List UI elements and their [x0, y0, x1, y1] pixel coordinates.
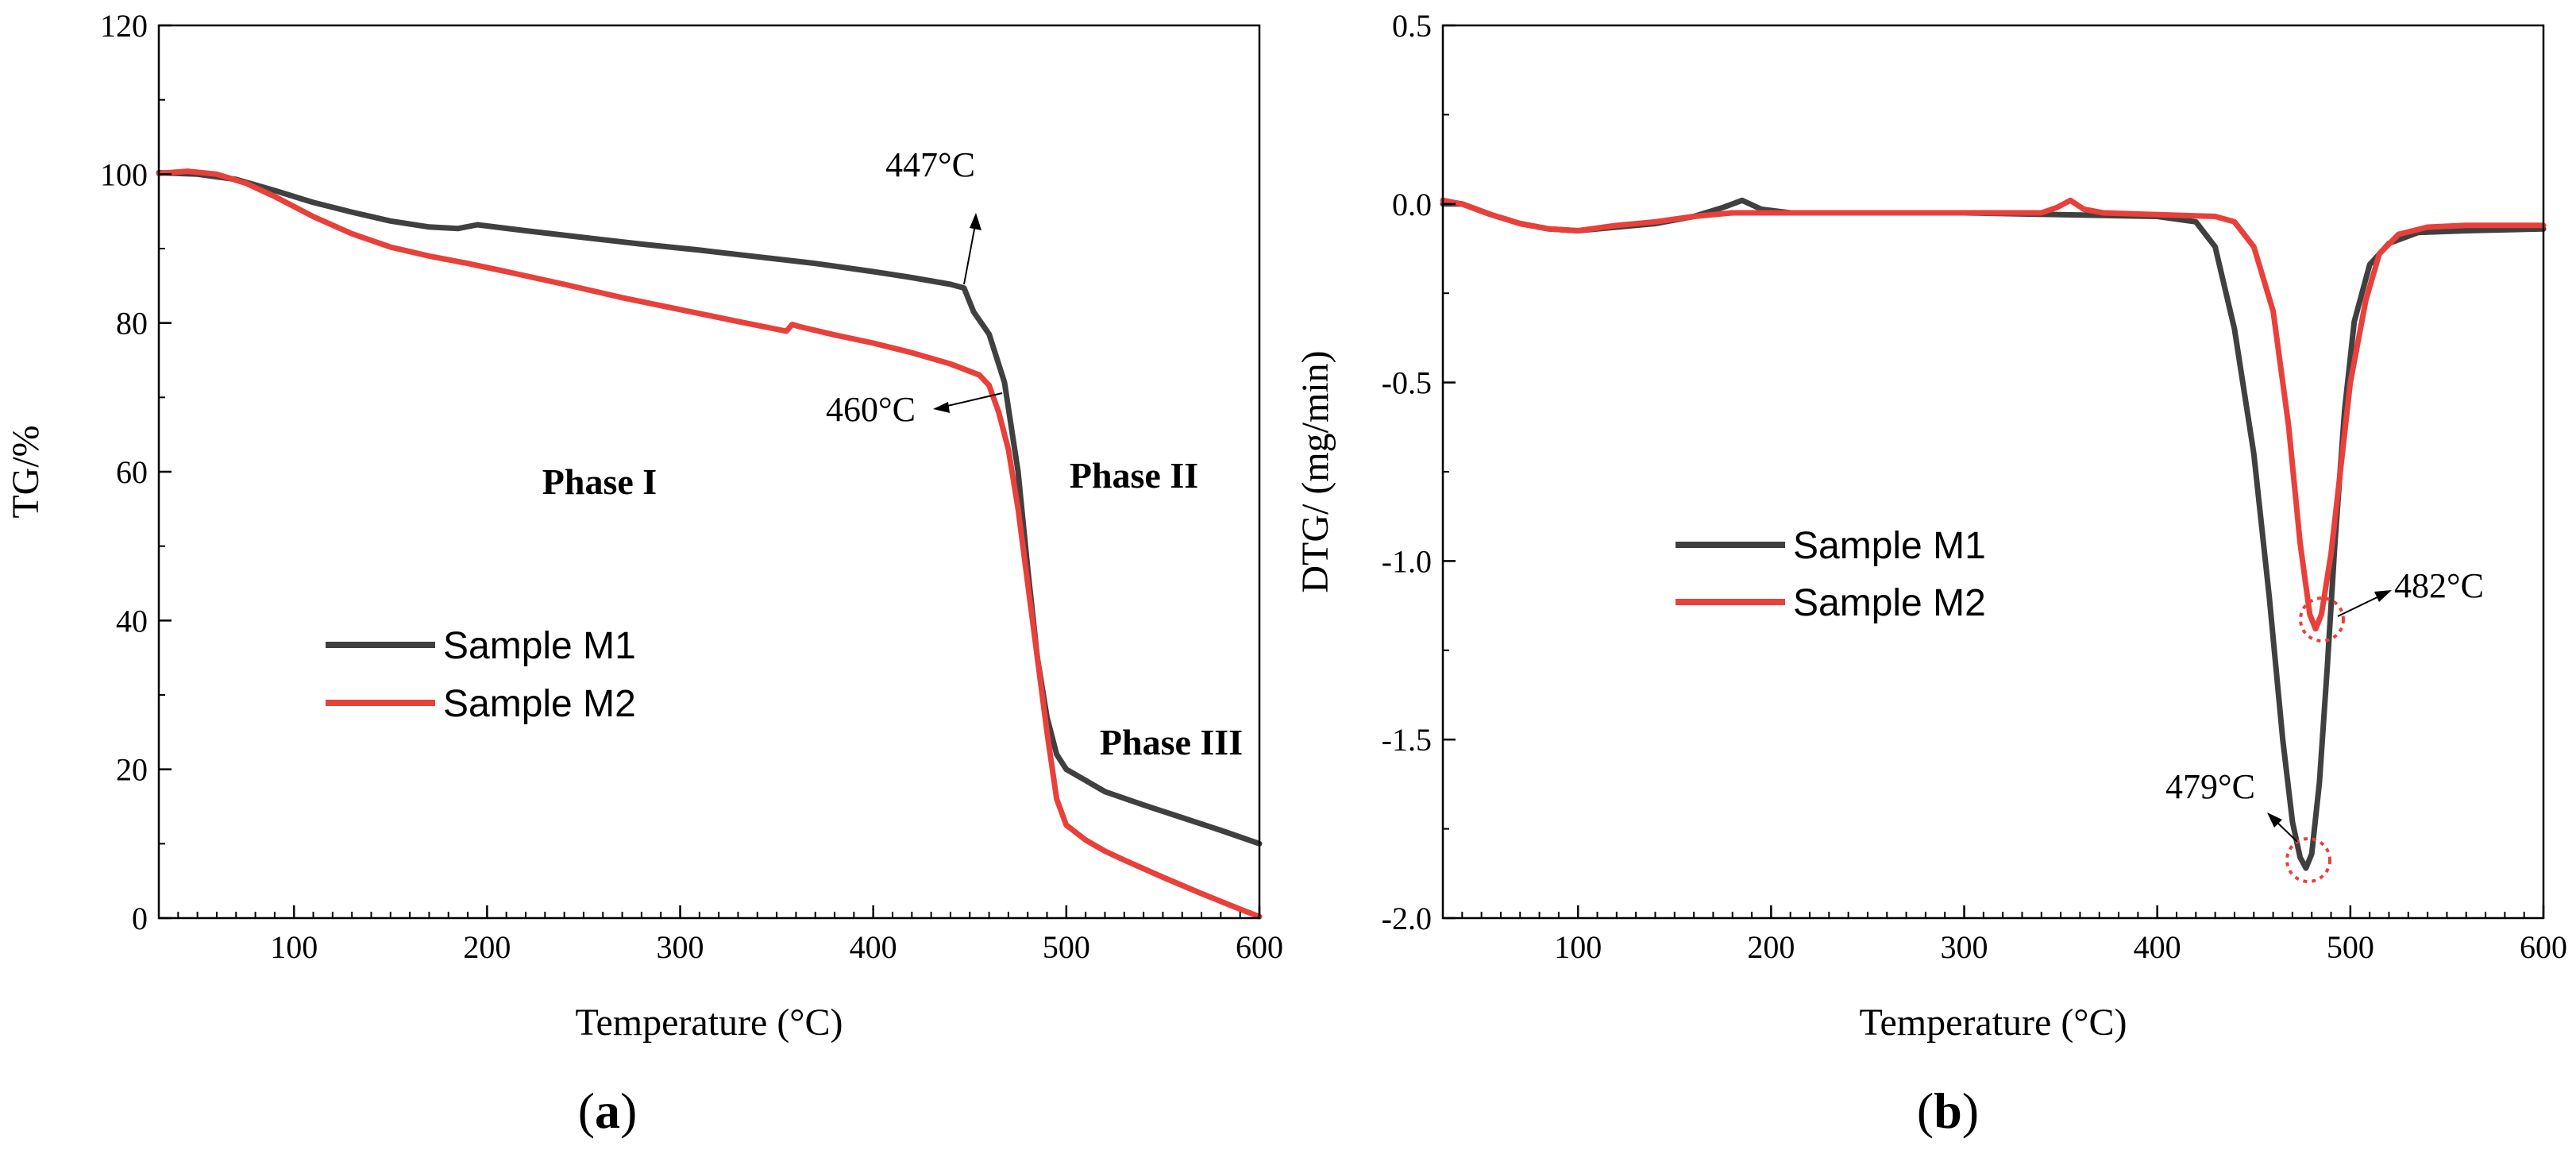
dtg-y-tick-label: -2.0	[1382, 901, 1432, 936]
annot-460-arrowhead	[933, 402, 950, 413]
tg-y-tick-label: 100	[100, 156, 148, 192]
annot-447-arrowhead	[970, 213, 981, 230]
panel-b-label: (b)	[1917, 1082, 1979, 1139]
dtg-x-tick-label: 600	[2520, 929, 2567, 965]
panel-b-letter: b	[1934, 1082, 1962, 1139]
dtg-y-tick-label: -1.5	[1382, 722, 1432, 758]
panel-b-dtg-chart: 100 200 300 400 500 600 -2.0 -1.5 -1.0 -0.5 0.0 0.5…	[1294, 8, 2567, 1139]
tg-ticks-layer: 100 200 300 400 500 600 0 20 40 60 80 100 120	[100, 8, 1283, 965]
dtg-x-tick-label: 300	[1941, 929, 1988, 965]
dtg-plot-frame	[1441, 24, 2545, 920]
panel-a-letter: a	[595, 1082, 620, 1139]
tg-x-tick-label: 600	[1236, 929, 1283, 965]
dtg-x-tick-label: 500	[2327, 929, 2374, 965]
phase-iii-label: Phase III	[1100, 722, 1243, 762]
dtg-y-tick-label: 0.0	[1392, 187, 1432, 222]
phase-ii-label: Phase II	[1070, 455, 1198, 496]
tg-y-tick-label: 20	[116, 752, 148, 788]
dtg-y-tick-label: -1.0	[1382, 543, 1432, 579]
annot-482-arrow	[2337, 593, 2385, 617]
tg-ylabel: TG/%	[5, 425, 47, 518]
tg-legend-label-m2: Sample M2	[443, 683, 636, 725]
annot-460-label: 460°C	[826, 390, 916, 429]
tg-x-tick-label: 200	[463, 929, 511, 965]
tg-y-tick-label: 60	[116, 454, 148, 490]
dtg-x-tick-label: 100	[1554, 929, 1602, 965]
tg-series-line-m1	[156, 170, 1263, 847]
tg-x-tick-label: 400	[850, 929, 897, 965]
annot-447-label: 447°C	[885, 145, 975, 184]
annot-479-label: 479°C	[2165, 767, 2255, 806]
peak-m1-circle	[2285, 837, 2331, 883]
tg-y-tick-label: 80	[116, 306, 148, 342]
tg-x-tick-label: 500	[1043, 929, 1090, 965]
dtg-x-tick-label: 200	[1747, 929, 1795, 965]
tg-x-tick-label: 300	[657, 929, 704, 965]
dtg-x-tick-label: 400	[2134, 929, 2181, 965]
tg-y-tick-label: 40	[116, 603, 148, 639]
dtg-xlabel: Temperature (°C)	[1859, 1001, 2127, 1044]
dtg-series-line-m2	[1440, 197, 2547, 632]
panel-a-label: (a)	[578, 1082, 638, 1139]
dtg-legend-label-m2: Sample M2	[1793, 582, 1986, 624]
annot-479-arrowhead	[2267, 812, 2282, 828]
tg-xlabel: Temperature (°C)	[575, 1001, 843, 1044]
panel-a-tg-chart: 100 200 300 400 500 600 0 20 40 60 80 100 120 Temper…	[5, 8, 1283, 1139]
tg-y-tick-label: 0	[132, 901, 148, 936]
dtg-y-tick-label: 0.5	[1392, 8, 1432, 44]
dtg-ticks-layer: 100 200 300 400 500 600 -2.0 -1.5 -1.0 -0.5 0.0 0.5	[1382, 8, 2567, 965]
dtg-series-layer	[1440, 197, 2547, 871]
tg-series-line-m2	[156, 168, 1263, 920]
annot-482-label: 482°C	[2394, 566, 2484, 605]
tg-y-tick-label: 120	[100, 8, 148, 44]
dtg-legend-label-m1: Sample M1	[1793, 525, 1986, 567]
dtg-ylabel: DTG/ (mg/min)	[1294, 350, 1336, 592]
dtg-legend: Sample M1 Sample M2	[1676, 525, 1986, 624]
tg-x-tick-label: 100	[270, 929, 318, 965]
dtg-series-line-m1	[1440, 197, 2547, 871]
tg-legend: Sample M1 Sample M2	[326, 625, 636, 725]
annot-460-arrow	[940, 392, 1003, 408]
peak-m2-circle	[2299, 596, 2345, 643]
tg-legend-label-m1: Sample M1	[443, 625, 636, 667]
tg-series-layer	[156, 168, 1263, 920]
phase-i-label: Phase I	[542, 461, 657, 502]
annot-482-arrowhead	[2374, 590, 2392, 602]
annot-447-arrow	[963, 220, 977, 285]
dtg-y-tick-label: -0.5	[1382, 365, 1432, 401]
